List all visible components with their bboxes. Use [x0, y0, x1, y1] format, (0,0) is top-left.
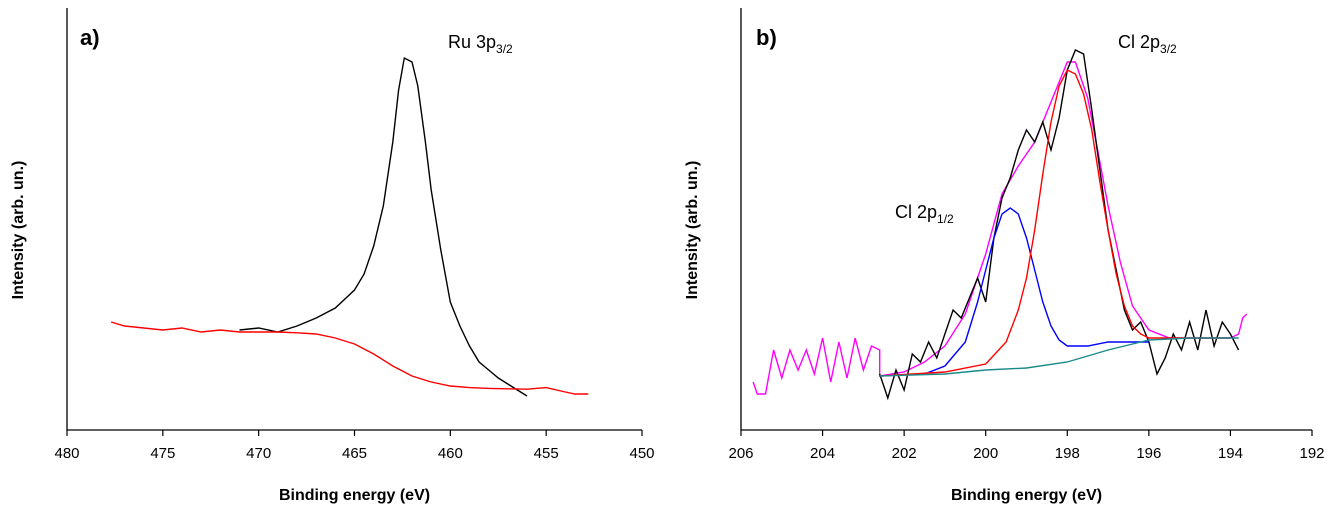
- data-line: [879, 49, 1240, 401]
- annotation-text: Cl 2p: [1118, 32, 1160, 52]
- annotation: Ru 3p3/2: [448, 32, 513, 56]
- panel: 206 204 202 200 198 196 194 192 Binding energy (…: [684, 8, 1325, 504]
- annotation-subscript: 3/2: [496, 42, 513, 56]
- x-tick-label: 194: [1218, 445, 1243, 462]
- y-axis-label: Intensity (arb. un.): [10, 161, 27, 300]
- annotation: Cl 2p3/2: [1118, 32, 1177, 56]
- x-axis-label: Binding energy (eV): [951, 487, 1102, 504]
- x-axis-label: Binding energy (eV): [279, 487, 430, 504]
- axis-line: [740, 8, 1312, 431]
- x-tick-label: 455: [534, 445, 559, 462]
- x-tick-label: 204: [810, 445, 835, 462]
- data-line: [239, 56, 528, 397]
- y-axis-label: Intensity (arb. un.): [684, 161, 701, 300]
- x-tick-label: 450: [629, 445, 654, 462]
- data-line: [879, 207, 1149, 377]
- x-tick-label: 196: [1136, 445, 1161, 462]
- x-tick-label: 206: [728, 445, 753, 462]
- annotation: Cl 2p1/2: [895, 202, 954, 226]
- x-tick-label: 192: [1299, 445, 1324, 462]
- data-line: [879, 69, 1231, 377]
- panel: 480 475 470 465 460 455 450 Binding energy (eV)…: [10, 8, 655, 504]
- x-tick-label: 202: [892, 445, 917, 462]
- annotation-subscript: 3/2: [1160, 42, 1177, 56]
- annotation-subscript: 1/2: [937, 212, 954, 226]
- x-tick-label: 200: [973, 445, 998, 462]
- x-tick-label: 470: [246, 445, 271, 462]
- panel-label: b): [756, 25, 777, 50]
- annotation-text: Ru 3p: [448, 32, 496, 52]
- axis-line: [66, 8, 642, 431]
- data-line: [110, 321, 589, 395]
- x-tick-label: 475: [150, 445, 175, 462]
- x-tick-label: 460: [438, 445, 463, 462]
- panel-label: a): [80, 25, 100, 50]
- x-tick-label: 465: [342, 445, 367, 462]
- x-tick-label: 198: [1055, 445, 1080, 462]
- data-line: [752, 61, 1248, 395]
- data-line: [879, 337, 1239, 377]
- annotation-text: Cl 2p: [895, 202, 937, 222]
- x-tick-label: 480: [54, 445, 79, 462]
